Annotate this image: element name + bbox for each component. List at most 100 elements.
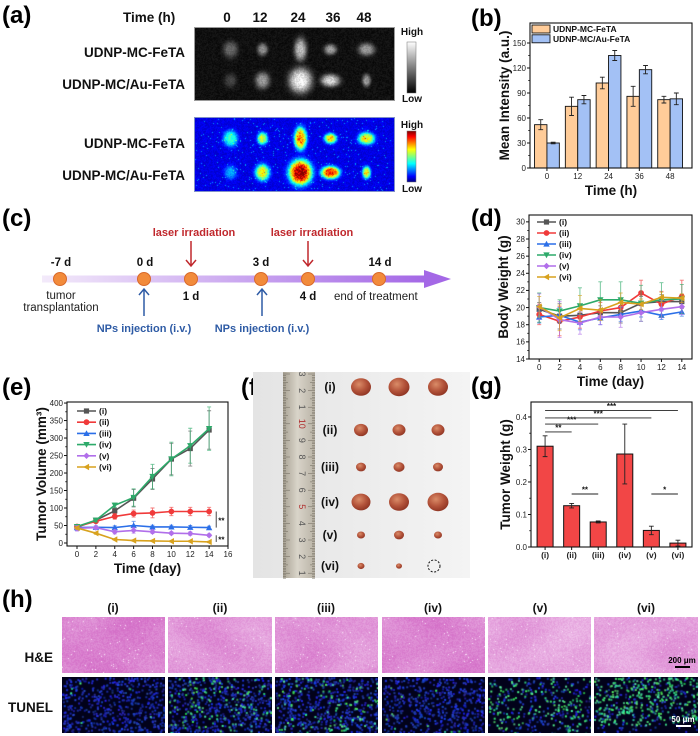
marker-triangle-up: [543, 240, 550, 247]
ruler-ticks: [283, 373, 315, 579]
chart-g-marks: ************* *: [536, 402, 687, 548]
error-bar: [675, 539, 681, 547]
error-bar: [612, 50, 618, 61]
x-tick-label: (iii): [592, 550, 605, 560]
marker-triangle-left: [535, 303, 542, 310]
panel-label-g: (g): [471, 373, 502, 400]
y-tick-label: 0.1: [516, 510, 528, 519]
y-tick-label: 18: [516, 321, 525, 330]
y-tick-label: 50: [54, 521, 63, 530]
tunel-image-i: [62, 677, 165, 733]
marker-diamond: [543, 262, 550, 270]
marker-triangle-up: [111, 524, 118, 531]
y-tick-label: 120: [513, 64, 527, 73]
x-tick-label: 12: [186, 550, 195, 559]
legend-label: (v): [99, 451, 110, 461]
y-axis-title: Body Weight (g): [496, 235, 511, 338]
marker-triangle-left: [597, 306, 603, 314]
ruler-number: 1: [297, 405, 307, 410]
ruler-number: 2: [297, 554, 307, 559]
ruler-number: 9: [297, 438, 307, 443]
marker-triangle-left: [617, 299, 624, 306]
marker-triangle-left: [543, 273, 550, 281]
y-tick-label: 20: [516, 303, 525, 312]
error-bar: [542, 435, 548, 458]
column-label: (i): [107, 601, 118, 615]
panel-label-b: (b): [471, 5, 502, 32]
day-label: 3 d: [253, 257, 270, 269]
y-tick-label: 400: [50, 399, 64, 408]
marker-circle: [543, 230, 550, 236]
tumor: [394, 530, 404, 540]
x-tick-label: 2: [94, 550, 99, 559]
up-arrow-icon: [256, 287, 268, 316]
series-line: [538, 305, 682, 324]
legend-swatch: [531, 24, 551, 34]
timeline-bar: [42, 275, 425, 283]
tunel-image-v: [488, 677, 591, 733]
error-bar: [538, 119, 544, 131]
marker-triangle-down: [130, 494, 137, 501]
x-tick-label: 0: [537, 363, 542, 372]
y-axis-title: Tumor Weight (g): [498, 419, 513, 529]
marker-triangle-left: [168, 538, 174, 545]
laser-irradiation-label: laser irradiation: [153, 227, 236, 239]
tumor: [388, 377, 410, 397]
colorbar-high-label: High: [401, 120, 423, 131]
panel-c-timeline: -7 d 0 d 3 d 14 d 1 d 4 d tumor transpla…: [23, 227, 451, 335]
marker-diamond: [83, 452, 90, 459]
x-tick-label: 0: [545, 172, 550, 181]
laser-irradiation-label: laser irradiation: [271, 227, 354, 239]
timeline-node: [53, 272, 67, 286]
injection-label: NPs injection (i.v.): [215, 323, 310, 335]
legend-label: UDNP-MC-FeTA: [553, 24, 617, 34]
chart-e-marks: (i)(ii)(iii) (iv)(v)(vi) ** **: [73, 406, 225, 546]
marker-triangle-up: [205, 524, 213, 531]
marker-square: [112, 508, 118, 514]
x-tick-label: 24: [604, 172, 613, 181]
error-bar: [595, 520, 601, 524]
row-label: UDNP-MC/Au-FeTA: [62, 168, 185, 183]
tumor: [396, 563, 402, 569]
marker-diamond: [678, 303, 686, 310]
time-axis-label: Time (h): [123, 10, 175, 25]
ruler-number: 10: [297, 419, 307, 429]
chart-d-marks: (i)(ii)(iii)(iv)(v)(vi): [535, 217, 686, 339]
marker-triangle-up: [130, 522, 137, 529]
bar: [589, 521, 607, 548]
series-vi: [73, 524, 212, 546]
marker-triangle-left: [130, 537, 137, 544]
tunel-image-ii: [168, 677, 272, 733]
timeline-node: [137, 272, 151, 286]
he-image-iii: [275, 617, 378, 673]
y-tick-label: 0.4: [516, 413, 528, 422]
y-axis-title: Tumor Volume (mm³): [34, 407, 49, 541]
x-tick-label: 4: [578, 363, 583, 372]
plot-frame: [529, 22, 693, 169]
bar: [536, 445, 554, 548]
x-tick-label: 14: [677, 363, 686, 372]
bar: [608, 55, 622, 169]
tumor: [431, 424, 445, 436]
marker-square: [83, 408, 90, 414]
significance-label: ***: [567, 416, 577, 425]
y-tick-label: 200: [50, 469, 64, 478]
tumor: [434, 531, 442, 539]
x-tick-label: 12: [573, 172, 582, 181]
fluorescence-image-pseudocolor: [194, 117, 395, 192]
marker-triangle-up: [187, 524, 194, 530]
marker-diamond: [111, 528, 118, 535]
marker-triangle-down: [92, 517, 100, 524]
x-axis-title: Time (h): [585, 183, 637, 198]
plot-frame: [66, 401, 229, 547]
x-tick-label: 16: [224, 550, 233, 559]
marker-triangle-down: [168, 456, 175, 463]
panel-label-d: (d): [471, 205, 502, 232]
marker-circle: [168, 508, 175, 515]
jet-colorbar: [406, 130, 417, 183]
bar: [563, 505, 581, 548]
y-tick-label: 0.0: [516, 543, 528, 552]
group-label: (v): [323, 528, 338, 542]
marker-triangle-left: [73, 524, 80, 532]
group-label: (i): [324, 380, 335, 394]
